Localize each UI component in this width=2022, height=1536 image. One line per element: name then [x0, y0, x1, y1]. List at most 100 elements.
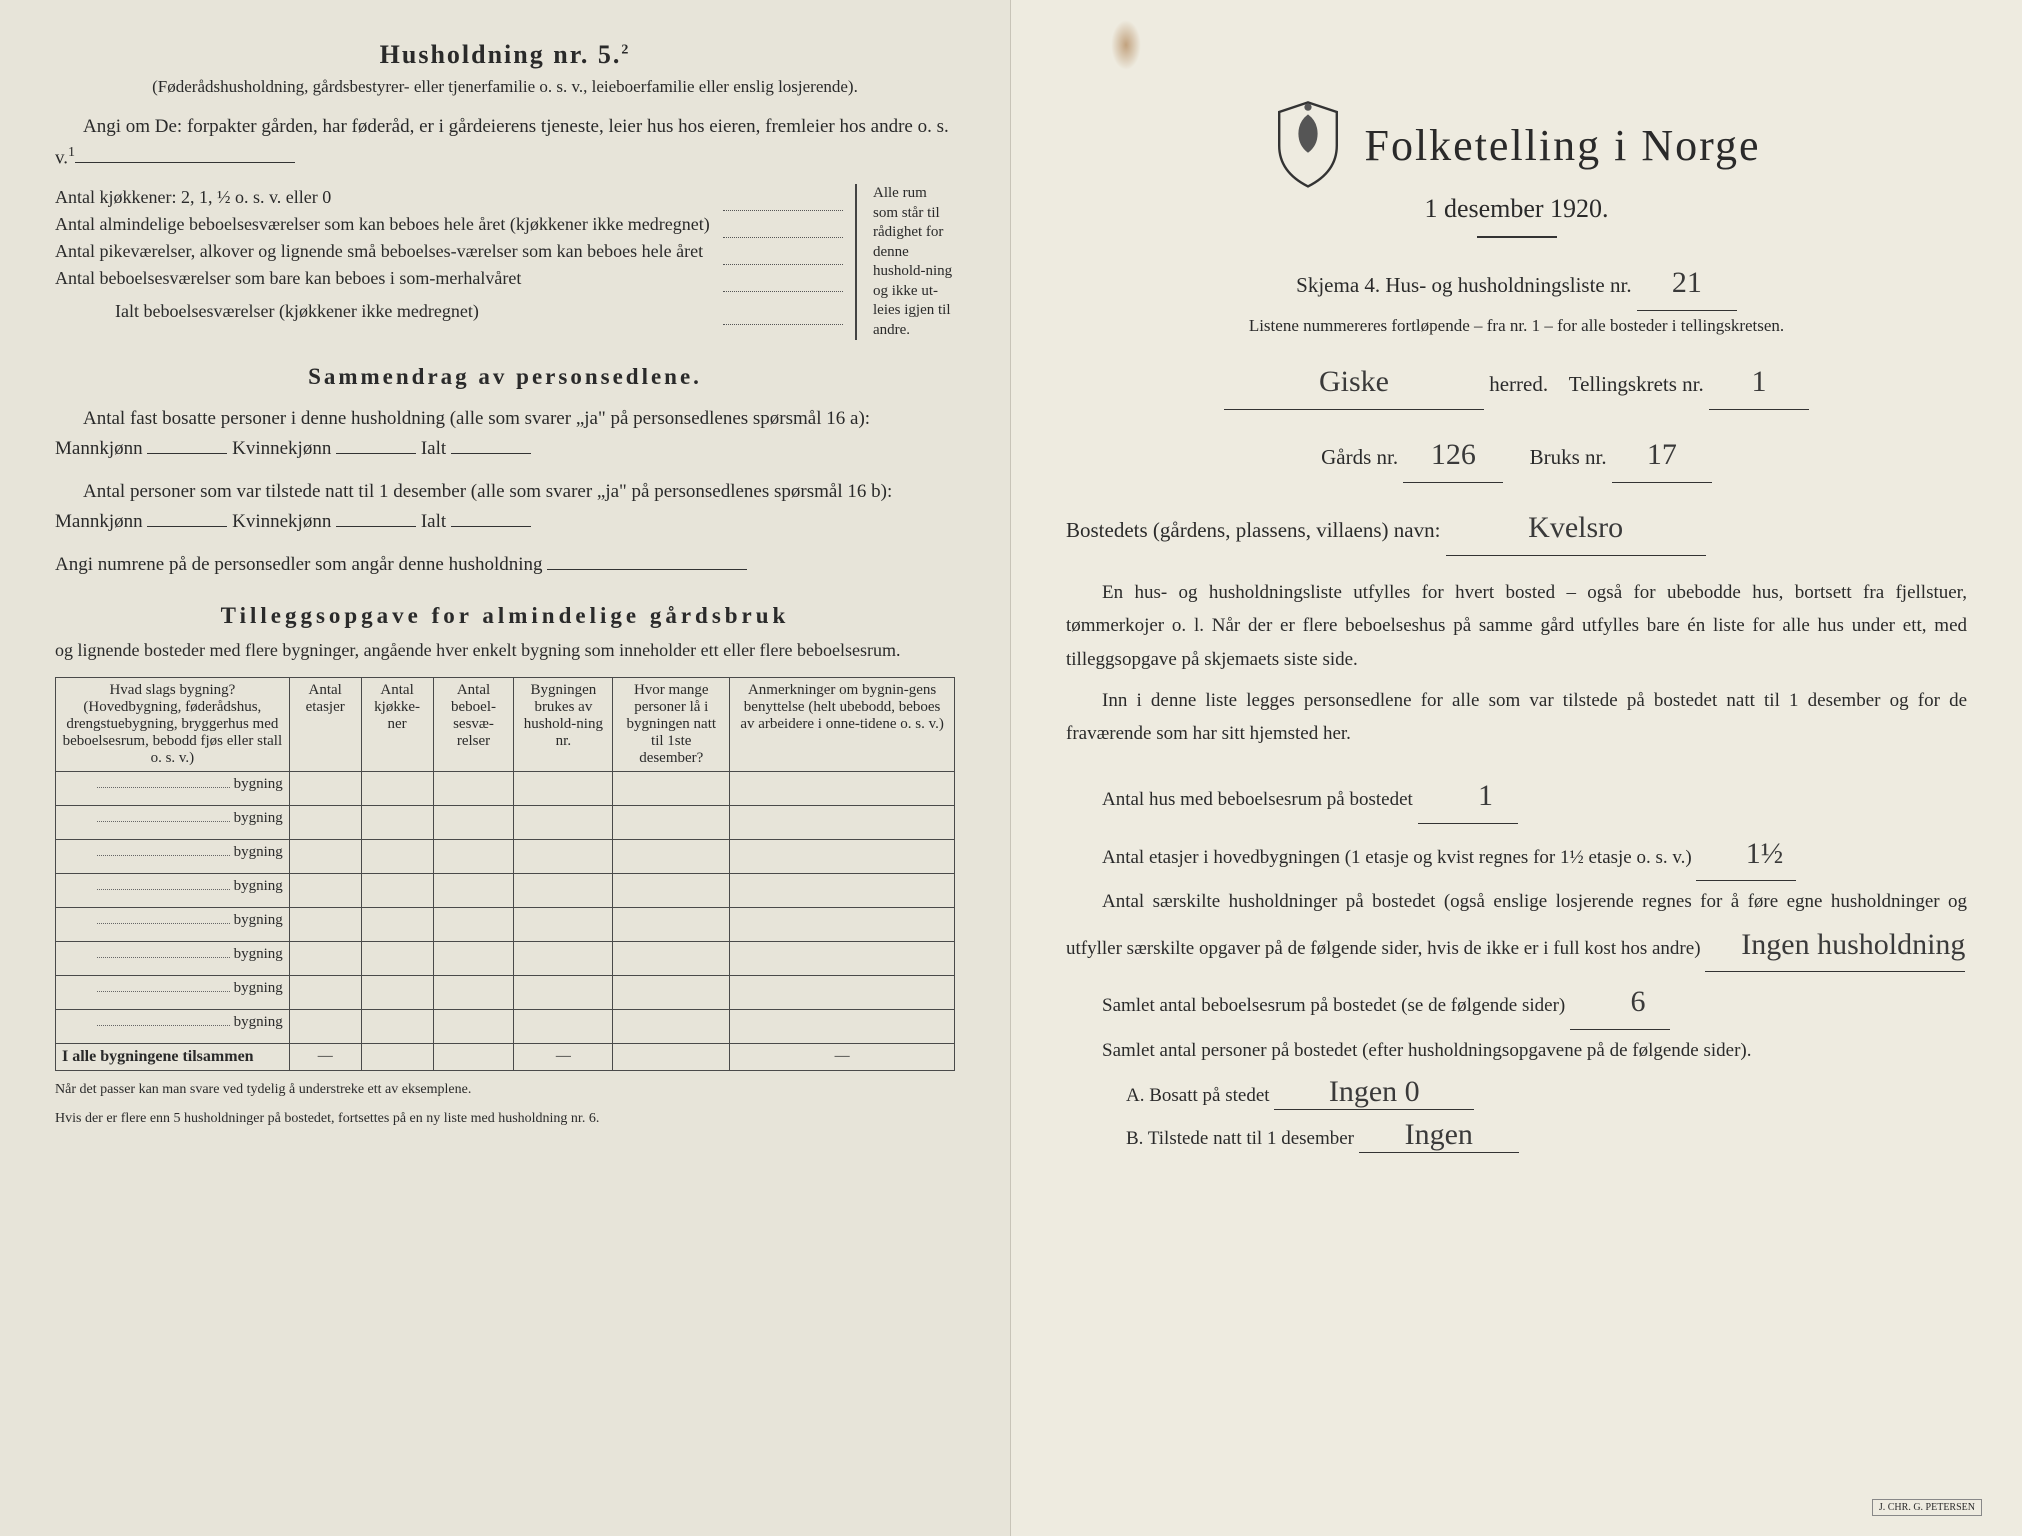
- sum-c5: [613, 1044, 730, 1071]
- th-2: Antal kjøkke-ner: [361, 678, 433, 772]
- th-1: Antal etasjer: [289, 678, 361, 772]
- room-total-dots: [723, 298, 843, 325]
- angi-sup: 1: [68, 145, 75, 160]
- printer-mark: J. CHR. G. PETERSEN: [1872, 1499, 1982, 1516]
- s2-line3: Angi numrene på de personsedler som angå…: [55, 550, 955, 579]
- table-cell: [514, 976, 613, 1010]
- herred-line: Giske herred. Tellingskrets nr. 1: [1066, 355, 1967, 410]
- q4-label: Samlet antal beboelsesrum på bostedet (s…: [1102, 995, 1565, 1016]
- main-title: Folketelling i Norge: [1364, 120, 1760, 171]
- date-subtitle: 1 desember 1920.: [1066, 194, 1967, 224]
- household-heading: Husholdning nr. 5.2: [55, 40, 955, 70]
- s3-sub: og lignende bosteder med flere bygninger…: [55, 637, 955, 665]
- table-header-row: Hvad slags bygning? (Hovedbygning, føder…: [56, 678, 955, 772]
- th-4: Bygningen brukes av hushold-ning nr.: [514, 678, 613, 772]
- table-cell: [514, 1010, 613, 1044]
- table-cell: [289, 942, 361, 976]
- listene-note: Listene nummereres fortløpende – fra nr.…: [1066, 315, 1967, 337]
- buildings-table: Hvad slags bygning? (Hovedbygning, føder…: [55, 677, 955, 1071]
- table-cell: [613, 806, 730, 840]
- s2-ialt2-blank: [451, 526, 531, 527]
- room-dots-1: [723, 211, 843, 238]
- table-cell: [433, 772, 514, 806]
- room-label-2: Antal pikeværelser, alkover og lignende …: [55, 238, 715, 265]
- table-row: bygning: [56, 1010, 955, 1044]
- row-building-label: bygning: [56, 908, 290, 942]
- kitchens-line: Antal kjøkkener: 2, 1, ½ o. s. v. eller …: [55, 184, 843, 211]
- room-dots-2: [723, 238, 843, 265]
- row-building-label: bygning: [56, 942, 290, 976]
- table-cell: [361, 942, 433, 976]
- table-cell: [361, 1010, 433, 1044]
- s2-kv2-blank: [336, 526, 416, 527]
- bruks-label: Bruks nr.: [1530, 445, 1607, 469]
- q1-value: 1: [1418, 770, 1518, 824]
- heading-text: Husholdning nr. 5.: [380, 40, 622, 69]
- s2-line1: Antal fast bosatte personer i denne hush…: [55, 404, 955, 463]
- s2-ialt2-label: Ialt: [421, 511, 446, 532]
- table-cell: [289, 840, 361, 874]
- sum-dash-3: —: [730, 1044, 955, 1071]
- table-cell: [361, 840, 433, 874]
- body2-text: Inn i denne liste legges personsedlene f…: [1066, 684, 1967, 751]
- gards-line: Gårds nr. 126 Bruks nr. 17: [1066, 428, 1967, 483]
- q4-wrap: Samlet antal beboelsesrum på bostedet (s…: [1066, 976, 1967, 1030]
- table-sum-row: I alle bygningene tilsammen — — —: [56, 1044, 955, 1071]
- qb-value: Ingen: [1359, 1118, 1519, 1153]
- kitchens-dots: [723, 184, 843, 211]
- skjema-label: Skjema 4. Hus- og husholdningsliste nr.: [1296, 273, 1631, 297]
- row-building-label: bygning: [56, 976, 290, 1010]
- row-building-label: bygning: [56, 1010, 290, 1044]
- table-row: bygning: [56, 942, 955, 976]
- table-cell: [613, 840, 730, 874]
- title-block: Folketelling i Norge 1 desember 1920.: [1066, 100, 1967, 238]
- room-line-3: Antal beboelsesværelser som bare kan beb…: [55, 265, 843, 292]
- s2-l3-blank: [547, 569, 747, 570]
- table-cell: [361, 976, 433, 1010]
- brace-text: Alle rum som står til rådighet for denne…: [873, 184, 955, 340]
- q2-line: Antal etasjer i hovedbygningen (1 etasje…: [1066, 828, 1967, 882]
- footnote-1: Når det passer kan man svare ved tydelig…: [55, 1081, 955, 1099]
- room-label-1: Antal almindelige beboelsesværelser som …: [55, 211, 715, 238]
- room-dots-3: [723, 265, 843, 292]
- q2-wrap: Antal etasjer i hovedbygningen (1 etasje…: [1066, 828, 1967, 882]
- skjema-value: 21: [1637, 256, 1737, 311]
- room-lines: Antal kjøkkener: 2, 1, ½ o. s. v. eller …: [55, 184, 843, 325]
- skjema-line: Skjema 4. Hus- og husholdningsliste nr. …: [1066, 256, 1967, 311]
- qb-line: B. Tilstede natt til 1 desember Ingen: [1126, 1118, 1967, 1153]
- q1-label: Antal hus med beboelsesrum på bostedet: [1102, 789, 1413, 810]
- table-cell: [514, 908, 613, 942]
- table-cell: [613, 976, 730, 1010]
- angi-blank: [75, 162, 295, 163]
- kitchens-label: Antal kjøkkener: 2, 1, ½ o. s. v. eller …: [55, 184, 715, 211]
- table-row: bygning: [56, 806, 955, 840]
- table-cell: [289, 874, 361, 908]
- crest-icon: [1272, 100, 1344, 190]
- table-cell: [433, 976, 514, 1010]
- table-row: bygning: [56, 908, 955, 942]
- table-cell: [289, 772, 361, 806]
- table-cell: [730, 908, 955, 942]
- table-cell: [433, 908, 514, 942]
- table-cell: [613, 1010, 730, 1044]
- angi-text: Angi om De: forpakter gården, har føderå…: [55, 116, 949, 168]
- q4-line: Samlet antal beboelsesrum på bostedet (s…: [1066, 976, 1967, 1030]
- room-total-line: Ialt beboelsesværelser (kjøkkener ikke m…: [55, 298, 843, 325]
- s2-ialt-label: Ialt: [421, 438, 446, 459]
- gards-label: Gårds nr.: [1321, 445, 1398, 469]
- q3-value: Ingen husholdning: [1705, 919, 1965, 973]
- table-cell: [433, 874, 514, 908]
- section2-heading: Sammendrag av personsedlene.: [55, 364, 955, 390]
- table-cell: [289, 1010, 361, 1044]
- q5-label: Samlet antal personer på bostedet (efter…: [1066, 1034, 1967, 1067]
- qa-line: A. Bosatt på stedet Ingen 0: [1126, 1075, 1967, 1110]
- sum-dash-2: —: [514, 1044, 613, 1071]
- sum-dash-1: —: [289, 1044, 361, 1071]
- table-cell: [730, 772, 955, 806]
- telling-value: 1: [1709, 355, 1809, 410]
- table-cell: [289, 806, 361, 840]
- room-line-2: Antal pikeværelser, alkover og lignende …: [55, 238, 843, 265]
- qa-value: Ingen 0: [1274, 1075, 1474, 1110]
- qa-label: A. Bosatt på stedet: [1126, 1085, 1270, 1106]
- th-0: Hvad slags bygning? (Hovedbygning, føder…: [56, 678, 290, 772]
